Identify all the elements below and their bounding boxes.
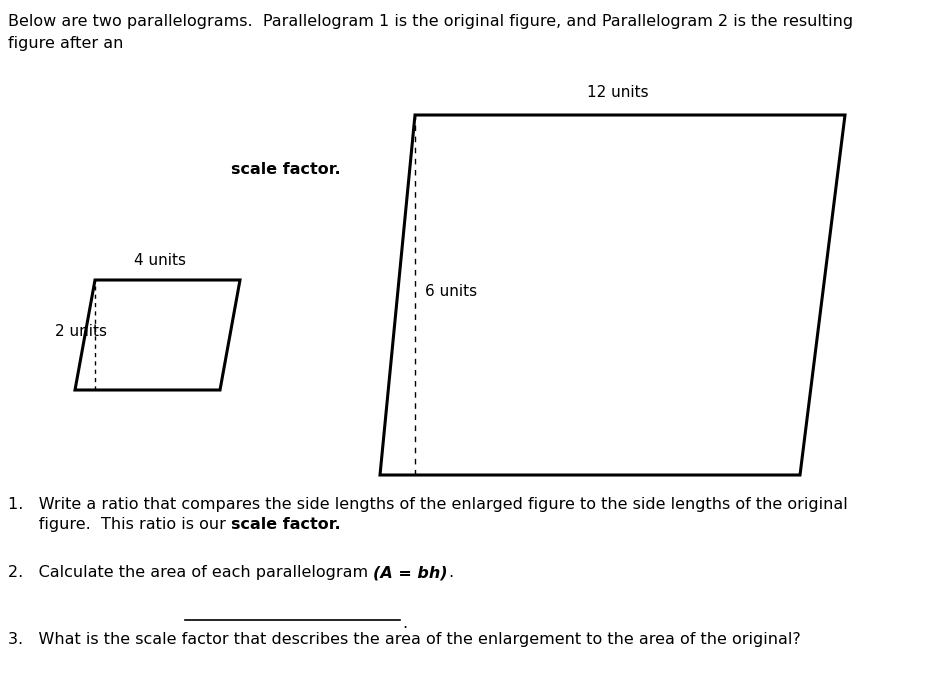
Text: figure after an: figure after an (8, 36, 123, 51)
Text: figure.  This ratio is our: figure. This ratio is our (8, 517, 231, 532)
Text: 4 units: 4 units (134, 253, 186, 268)
Text: .: . (447, 565, 453, 580)
Text: 2.   Calculate the area of each parallelogram: 2. Calculate the area of each parallelog… (8, 565, 373, 580)
Text: 1.   Write a ratio that compares the side lengths of the enlarged figure to the : 1. Write a ratio that compares the side … (8, 497, 847, 512)
Text: 6 units: 6 units (425, 285, 477, 299)
Text: scale factor.: scale factor. (231, 517, 341, 532)
Text: 12 units: 12 units (587, 85, 649, 100)
Text: .: . (402, 616, 408, 631)
Text: 2 units: 2 units (55, 325, 107, 340)
Text: 3.   What is the scale factor that describes the area of the enlargement to the : 3. What is the scale factor that describ… (8, 632, 801, 647)
Text: scale factor.: scale factor. (231, 162, 341, 177)
Text: Below are two parallelograms.  Parallelogram 1 is the original figure, and Paral: Below are two parallelograms. Parallelog… (8, 14, 853, 29)
Text: (A = bh): (A = bh) (373, 565, 447, 580)
